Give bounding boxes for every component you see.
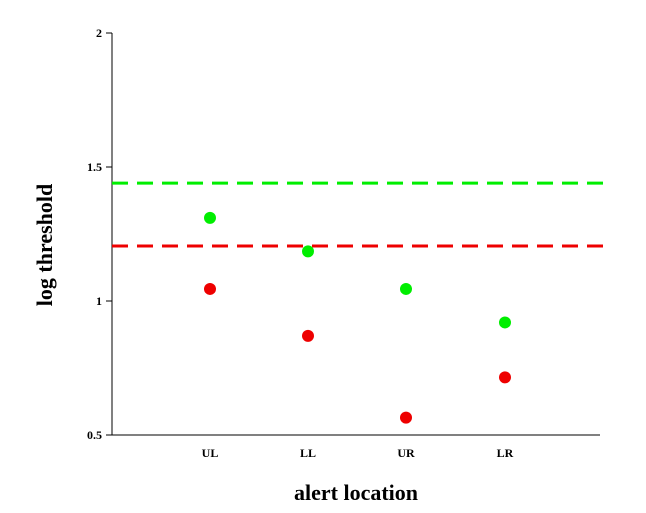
plot-area: 0.5 1 1.5 2 UL LL UR LR <box>87 26 604 460</box>
x-tick-label: UL <box>202 446 219 460</box>
data-point <box>204 211 216 224</box>
y-axis-title: log threshold <box>32 184 57 306</box>
reference-lines <box>112 181 604 248</box>
y-ticks: 0.5 1 1.5 2 <box>87 26 112 442</box>
x-tick-label: UR <box>397 446 415 460</box>
x-ticks: UL LL UR LR <box>202 446 514 460</box>
data-point <box>499 316 511 329</box>
data-point <box>499 371 511 384</box>
x-axis-title: alert location <box>294 480 418 505</box>
data-point <box>302 245 314 258</box>
x-tick-label: LL <box>300 446 316 460</box>
y-tick-label: 1.5 <box>87 160 102 174</box>
data-point <box>400 411 412 424</box>
data-point <box>302 329 314 342</box>
data-point <box>204 282 216 295</box>
y-tick-label: 0.5 <box>87 428 102 442</box>
y-tick-label: 2 <box>96 26 102 40</box>
x-tick-label: LR <box>497 446 514 460</box>
y-tick-label: 1 <box>96 294 102 308</box>
data-points <box>204 211 511 424</box>
data-point <box>400 282 412 295</box>
